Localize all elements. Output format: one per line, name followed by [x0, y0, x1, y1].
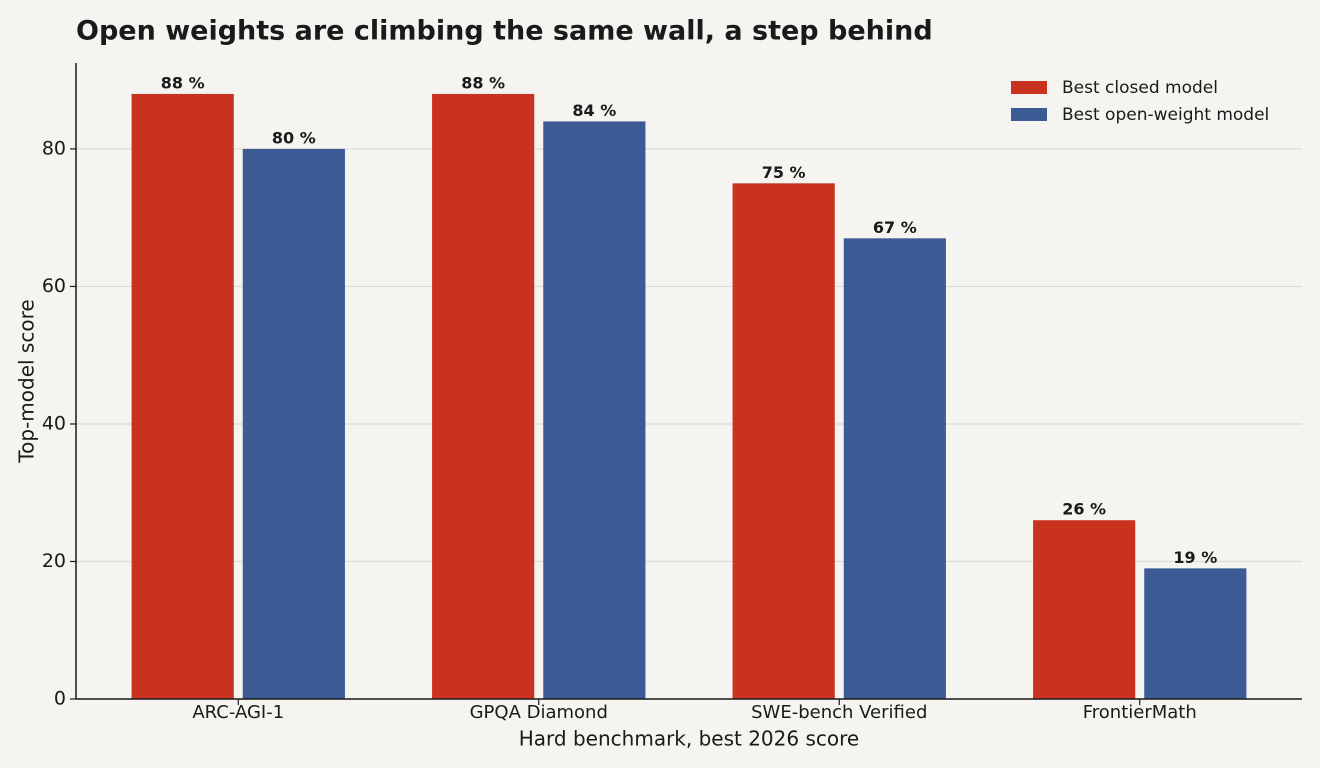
- x-tick-label: FrontierMath: [1083, 702, 1197, 723]
- bar: [1144, 568, 1247, 699]
- value-label: 88 %: [461, 73, 505, 92]
- y-tick-label: 60: [42, 275, 66, 297]
- y-axis-label: Top-model score: [15, 299, 39, 463]
- y-tick-label: 80: [42, 137, 66, 159]
- legend: Best closed model Best open-weight model: [1011, 78, 1269, 125]
- bar: [432, 93, 535, 699]
- x-tick-label: SWE-bench Verified: [751, 702, 927, 723]
- x-axis-label: Hard benchmark, best 2026 score: [519, 727, 859, 751]
- bar: [843, 238, 946, 700]
- value-label: 80 %: [272, 128, 316, 147]
- y-tick-label: 20: [42, 550, 66, 572]
- y-tick-label: 40: [42, 412, 66, 434]
- legend-label: Best open-weight model: [1062, 105, 1269, 125]
- legend-label: Best closed model: [1062, 78, 1218, 98]
- y-tick-label: 0: [54, 688, 66, 710]
- legend-swatch: [1011, 81, 1047, 94]
- value-label: 84 %: [572, 101, 616, 120]
- chart-title: Open weights are climbing the same wall,…: [76, 16, 933, 47]
- value-label: 75 %: [762, 163, 806, 182]
- bars: ARC-AGI-1 88 % 80 % GPQA Diamond 88 % 84 % SWE…: [131, 73, 1247, 723]
- legend-swatch: [1011, 108, 1047, 121]
- x-tick-label: GPQA Diamond: [470, 702, 608, 723]
- bar: [1033, 520, 1136, 699]
- x-tick-label: ARC-AGI-1: [192, 702, 284, 723]
- bar: [131, 93, 234, 699]
- value-label: 26 %: [1062, 500, 1106, 519]
- bar: [732, 183, 835, 699]
- bar: [543, 121, 646, 700]
- value-label: 88 %: [161, 73, 205, 92]
- bar: [242, 148, 345, 700]
- value-label: 19 %: [1173, 548, 1217, 567]
- grid: 0 20 40 60 80: [42, 137, 1302, 710]
- value-label: 67 %: [873, 218, 917, 237]
